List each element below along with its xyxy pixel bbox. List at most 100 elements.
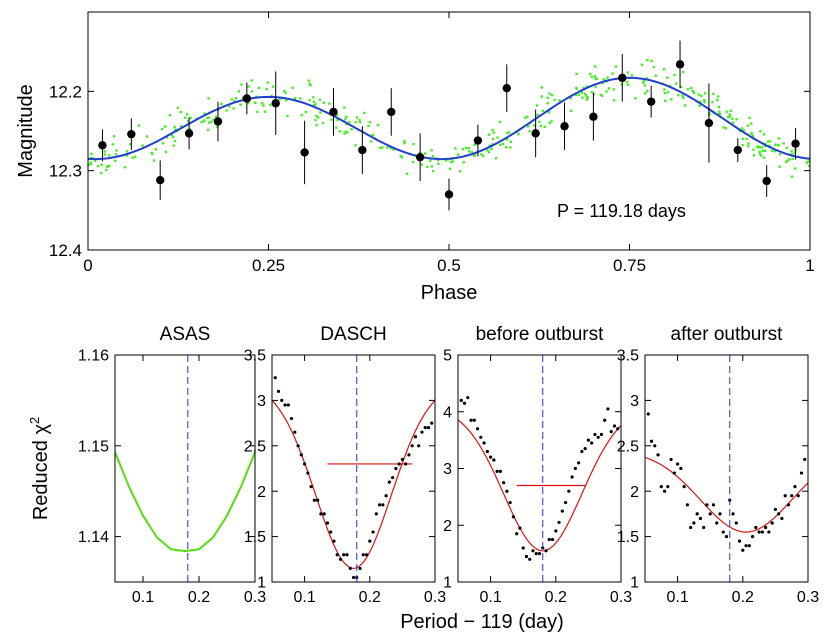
photometry-point (756, 145, 759, 148)
light-curve-chart: 0 0.25 0.5 0.75 1 12.2 12.3 12.4 Phase Magnitude P… (15, 11, 815, 304)
photometry-point (763, 149, 767, 153)
photometry-point (750, 132, 753, 135)
photometry-point (343, 106, 346, 109)
chi2-point (296, 444, 300, 448)
binned-point (184, 129, 194, 138)
photometry-point (652, 65, 656, 69)
photometry-point (343, 132, 346, 135)
photometry-point (389, 146, 392, 150)
photometry-point (790, 153, 793, 156)
photometry-point (722, 126, 725, 129)
photometry-point (234, 97, 238, 100)
chi2-point (586, 438, 591, 442)
photometry-point (481, 154, 485, 158)
photometry-point (335, 126, 338, 129)
chi2-point (332, 539, 336, 543)
chi2-point (695, 512, 699, 516)
photometry-point (262, 104, 265, 107)
photometry-point (548, 121, 552, 125)
chi2-point (364, 553, 369, 557)
photometry-point (611, 72, 614, 75)
photometry-point (309, 83, 312, 87)
binned-point (762, 176, 771, 186)
chi2-point (550, 537, 555, 542)
photometry-point (330, 118, 333, 121)
chi2-point (764, 525, 768, 530)
photometry-point (188, 127, 191, 131)
chi2-point (698, 516, 703, 521)
photometry-point (543, 125, 547, 129)
photometry-point (348, 120, 351, 124)
chi2-point (790, 494, 794, 498)
chi2-point (413, 435, 418, 439)
photometry-point (612, 88, 616, 91)
chi2-point (583, 447, 587, 451)
chi2-point (515, 532, 519, 536)
y-tick-label: 1.15 (78, 438, 109, 455)
chi2-point (731, 512, 735, 516)
chi2-point (606, 407, 610, 411)
y-tick-label: 3 (443, 461, 452, 478)
binned-point (329, 107, 338, 117)
chi2-point (299, 453, 303, 457)
photometry-point (762, 156, 766, 159)
photometry-point (254, 101, 257, 104)
photometry-point (575, 86, 578, 90)
photometry-point (666, 91, 670, 94)
photometry-point (105, 168, 108, 172)
chi2-point (596, 435, 600, 439)
after-outburst-chi2-panel: 0.1 0.2 0.3 1 1.5 2 2.5 3 3.5 after outburst (617, 324, 819, 606)
photometry-point (700, 94, 703, 98)
photometry-point (718, 110, 721, 113)
photometry-point (304, 110, 308, 114)
photometry-point (278, 97, 281, 101)
photometry-point (642, 79, 646, 83)
photometry-point (437, 159, 440, 162)
chi2-point (319, 512, 323, 516)
photometry-point (585, 95, 589, 99)
photometry-point (399, 154, 402, 158)
chi2-point (381, 503, 385, 507)
y-tick-label: 1.5 (244, 529, 266, 546)
photometry-point (711, 100, 714, 104)
photometry-point (712, 92, 715, 96)
photometry-point (533, 124, 536, 127)
photometry-point (250, 90, 254, 93)
photometry-point (170, 133, 174, 136)
photometry-point (115, 153, 118, 156)
chi2-point (410, 444, 414, 448)
photometry-point (726, 116, 730, 119)
photometry-point (256, 110, 259, 113)
axes-frame (114, 354, 256, 583)
photometry-point (666, 76, 669, 79)
chi2-point (744, 544, 748, 548)
photometry-point (487, 151, 491, 154)
photometry-point (283, 89, 286, 93)
photometry-point (473, 153, 476, 157)
photometry-point (185, 113, 189, 116)
chi2-point (371, 530, 375, 534)
photometry-point (679, 85, 683, 89)
chi2-point (796, 494, 800, 498)
photometry-point (412, 142, 415, 146)
binned-point (444, 190, 454, 199)
y-tick-label: 5 (443, 348, 452, 365)
binned-point (704, 118, 714, 128)
photometry-point (703, 92, 707, 95)
photometry-point (577, 93, 581, 97)
photometry-point (338, 130, 342, 133)
x-tick-label: 0.3 (424, 589, 446, 606)
photometry-point (593, 65, 597, 68)
chi2-point (757, 530, 761, 534)
photometry-point (785, 146, 788, 150)
photometry-point (369, 140, 373, 143)
binned-point (358, 145, 367, 155)
chi2-point (544, 549, 548, 553)
photometry-point (732, 121, 735, 124)
x-tick-label: 0.2 (188, 589, 210, 606)
photometry-point (285, 99, 288, 102)
photometry-point (176, 106, 180, 110)
photometry-point (541, 109, 545, 113)
photometry-point (316, 116, 320, 119)
x-axis-label: Phase (421, 282, 478, 304)
